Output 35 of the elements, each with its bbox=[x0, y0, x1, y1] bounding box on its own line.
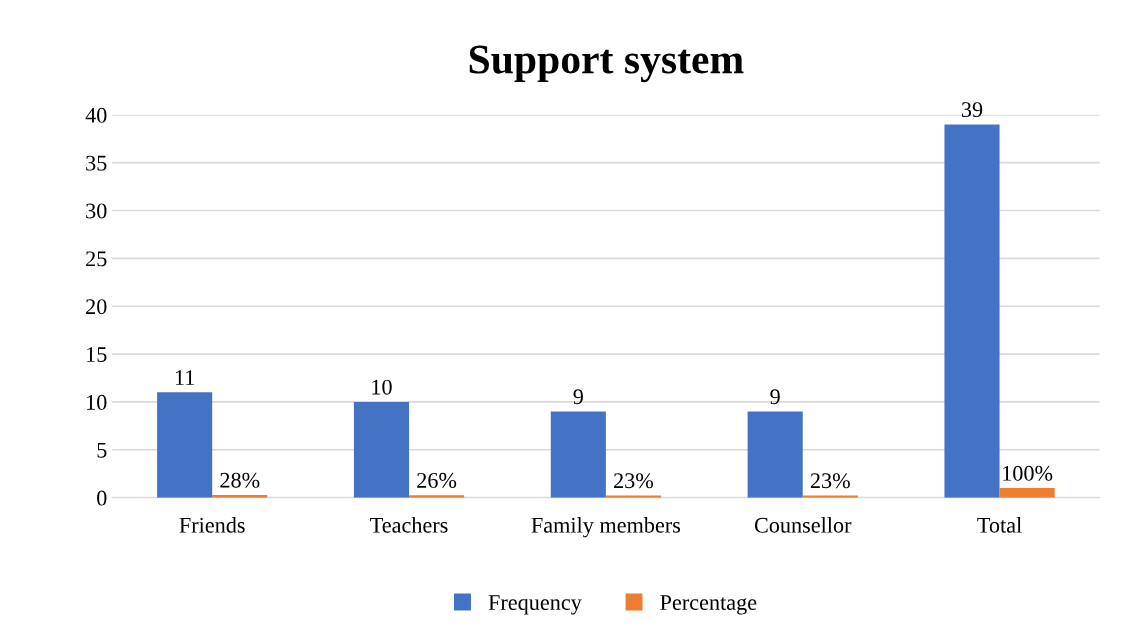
y-tick-label: 0 bbox=[97, 490, 107, 506]
bar bbox=[550, 411, 606, 498]
x-tick-label: Family members bbox=[531, 517, 681, 538]
x-tick-label: Total bbox=[977, 517, 1022, 533]
legend-label: Frequency bbox=[488, 595, 582, 615]
chart-title: Support system bbox=[469, 45, 744, 83]
data-label: 28% bbox=[220, 472, 260, 488]
data-label: 11 bbox=[175, 370, 194, 385]
y-tick-label: 40 bbox=[85, 107, 107, 123]
y-tick-label: 30 bbox=[86, 203, 107, 219]
bar bbox=[157, 392, 213, 498]
data-label: 23% bbox=[810, 473, 850, 489]
y-tick-label: 25 bbox=[86, 251, 107, 267]
data-label: 26% bbox=[417, 472, 457, 488]
y-tick-label: 20 bbox=[86, 299, 107, 315]
bar bbox=[605, 495, 661, 498]
data-label: 10 bbox=[372, 379, 392, 395]
y-tick-label: 5 bbox=[97, 442, 107, 458]
data-label: 9 bbox=[770, 389, 780, 405]
x-tick-label: Friends bbox=[179, 517, 245, 533]
legend-label: Percentage bbox=[660, 595, 757, 615]
bar bbox=[999, 488, 1055, 498]
bar bbox=[802, 495, 858, 498]
y-tick-label: 35 bbox=[86, 155, 107, 171]
bar bbox=[944, 124, 1000, 498]
y-tick-label: 10 bbox=[87, 394, 107, 410]
data-label: 39 bbox=[961, 102, 983, 118]
x-tick-label: Teachers bbox=[370, 517, 448, 533]
data-label: 100% bbox=[1003, 465, 1053, 481]
data-label: 9 bbox=[573, 389, 583, 405]
data-label: 23% bbox=[614, 473, 654, 489]
x-tick-label: Counsellor bbox=[754, 517, 852, 533]
bar bbox=[353, 401, 410, 498]
bar bbox=[747, 411, 803, 498]
y-tick-label: 15 bbox=[87, 347, 107, 363]
